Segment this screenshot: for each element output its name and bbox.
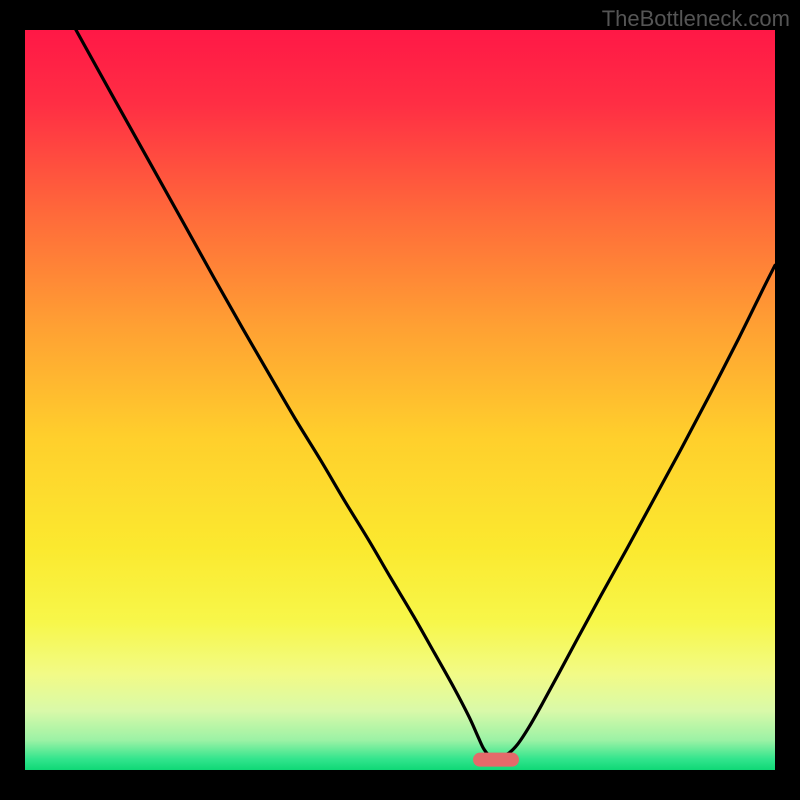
optimal-marker bbox=[473, 753, 519, 767]
watermark-label: TheBottleneck.com bbox=[602, 6, 790, 32]
chart-container: TheBottleneck.com bbox=[0, 0, 800, 800]
chart-svg bbox=[0, 0, 800, 800]
